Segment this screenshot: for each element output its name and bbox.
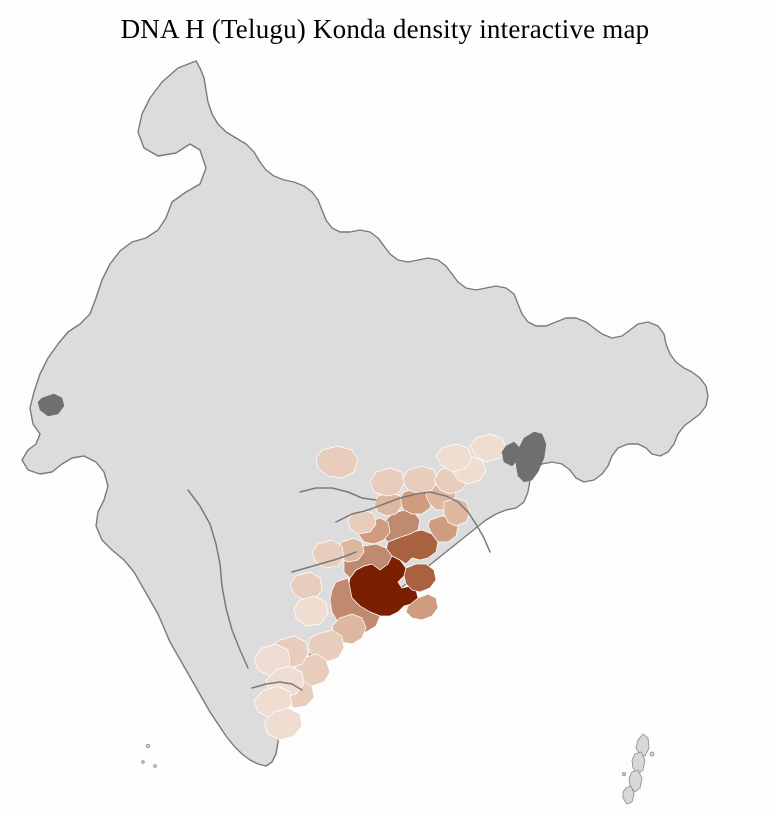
nodata-east-coast-small <box>501 441 521 467</box>
border-coastal-east <box>445 495 491 553</box>
island-lakshadweep-3 <box>141 760 145 764</box>
region-medinipur[interactable] <box>469 433 507 463</box>
border-ap-tamilnadu <box>251 681 303 691</box>
island-north-andaman <box>635 733 650 757</box>
island-middle-andaman <box>631 751 646 775</box>
island-lakshadweep-1 <box>145 744 150 749</box>
region-visakhapatnam-coast[interactable] <box>403 563 437 593</box>
island-lakshadweep-2 <box>153 764 157 768</box>
india-base-outline <box>21 60 709 767</box>
nodata-kutch <box>37 393 65 417</box>
nodata-layer <box>37 393 547 483</box>
region-ganjam[interactable] <box>443 497 471 527</box>
india-choropleth-map[interactable] <box>0 52 770 814</box>
region-bastar[interactable] <box>347 509 377 535</box>
border-western-ghats <box>187 489 249 669</box>
india-landmass <box>21 60 709 767</box>
islands-layer <box>141 733 655 805</box>
island-little-andaman <box>622 785 635 805</box>
region-prakasam[interactable] <box>307 629 345 663</box>
border-andhra-odisha <box>335 491 447 523</box>
region-warangal[interactable] <box>311 539 345 569</box>
state-borders <box>187 487 491 691</box>
page-title: DNA H (Telugu) Konda density interactive… <box>120 14 650 44</box>
region-cuttack[interactable] <box>435 443 473 473</box>
island-south-andaman <box>628 769 643 793</box>
region-kalahandi[interactable] <box>369 467 405 497</box>
region-nalgonda[interactable] <box>293 595 329 627</box>
island-small-2 <box>622 772 627 777</box>
border-telangana-ap <box>291 551 357 573</box>
map-canvas[interactable] <box>0 52 770 814</box>
region-vellore[interactable] <box>263 707 303 741</box>
region-krishna[interactable] <box>405 593 439 621</box>
island-small-1 <box>649 751 655 757</box>
border-central-east <box>299 487 377 501</box>
region-madhya-pradesh-central[interactable] <box>315 445 359 479</box>
